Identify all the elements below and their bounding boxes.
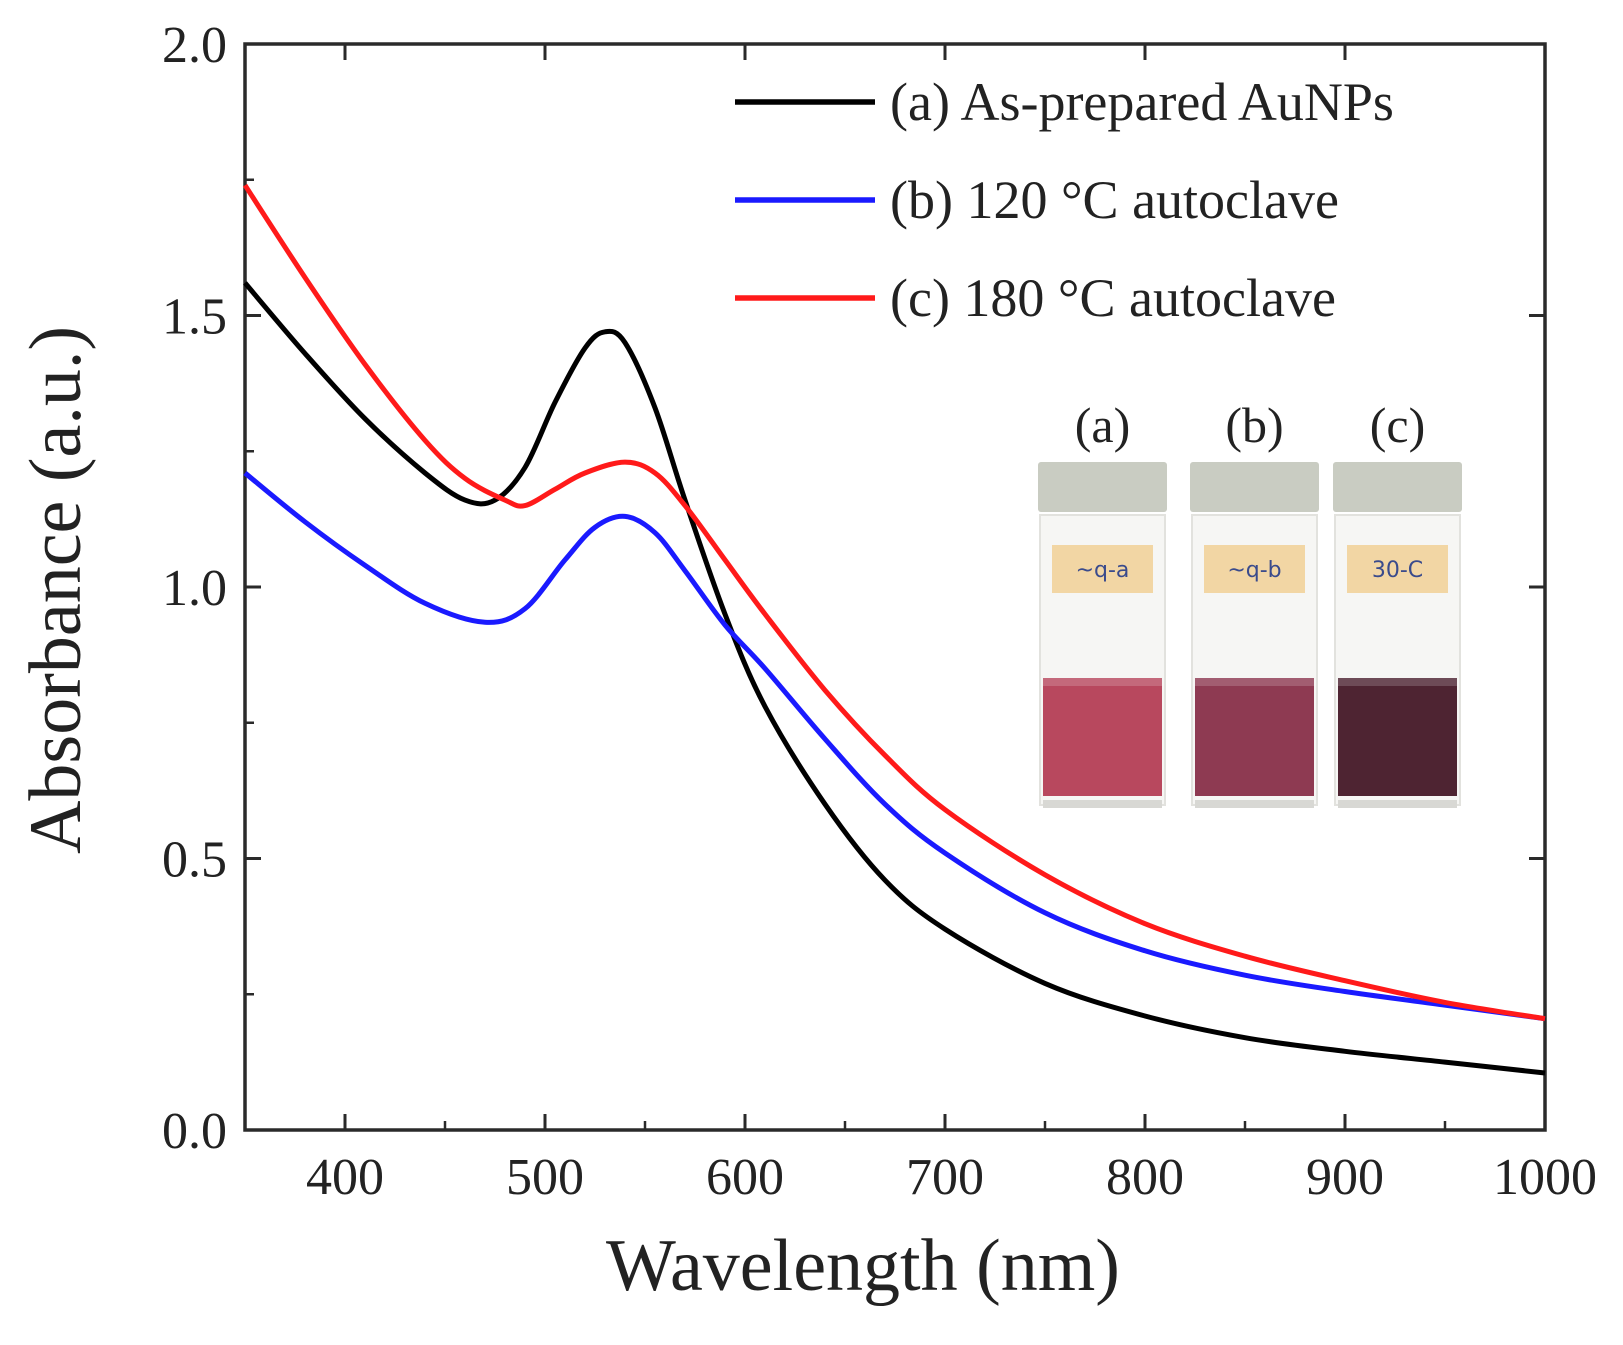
x-tick-label: 600 — [706, 1149, 784, 1206]
vial-base — [1043, 800, 1162, 808]
axis-labels-layer: Wavelength (nm) Absorbance (a.u.) — [15, 326, 1120, 1307]
vial-label-text: 30-C — [1372, 558, 1423, 583]
series-c-180c-line — [242, 183, 1546, 1022]
vial-meniscus — [1043, 678, 1162, 686]
vial-solution — [1195, 678, 1314, 796]
y-tick-label: 2.0 — [162, 17, 227, 74]
y-axis-title: Absorbance (a.u.) — [15, 326, 97, 854]
vial-paper-label — [1052, 545, 1153, 593]
y-tick-label: 0.0 — [162, 1103, 227, 1160]
vial-paper-label — [1347, 545, 1448, 593]
axes-layer: 400 500 600 700 800 900 1000 0.0 0.5 1.0 1.5 2.0 — [162, 17, 1597, 1206]
vial-cap — [1038, 462, 1167, 512]
vial-meniscus — [1195, 678, 1314, 686]
x-tick-label: 500 — [506, 1149, 584, 1206]
inset-label-b: (b) — [1225, 397, 1283, 453]
x-tick-label: 400 — [306, 1149, 384, 1206]
inset-label-a: (a) — [1075, 397, 1131, 453]
legend: (a) As-prepared AuNPs (b) 120 °C autoclav… — [735, 72, 1394, 328]
vial-cap — [1190, 462, 1319, 512]
vial-solution — [1043, 678, 1162, 796]
vial-c: 30-C — [1333, 462, 1462, 808]
y-tick-label: 0.5 — [162, 832, 227, 889]
vial-base — [1338, 800, 1457, 808]
vial-label-text: ~q-b — [1227, 558, 1281, 583]
inset-label-c: (c) — [1370, 397, 1426, 453]
y-tick-label: 1.5 — [162, 289, 227, 346]
vial-a: ~q-a — [1038, 462, 1167, 808]
vial-solution — [1338, 678, 1457, 796]
x-axis-title: Wavelength (nm) — [606, 1225, 1120, 1307]
y-tick-label: 1.0 — [162, 560, 227, 617]
vial-meniscus — [1338, 678, 1457, 686]
legend-label-series-a-as-prepared: (a) As-prepared AuNPs — [890, 72, 1394, 132]
legend-label-series-b-120c: (b) 120 °C autoclave — [890, 170, 1339, 230]
x-tick-label: 800 — [1106, 1149, 1184, 1206]
vial-b: ~q-b — [1190, 462, 1319, 808]
x-tick-label: 900 — [1306, 1149, 1384, 1206]
vial-base — [1195, 800, 1314, 808]
vial-paper-label — [1204, 545, 1305, 593]
legend-label-series-c-180c: (c) 180 °C autoclave — [890, 268, 1336, 328]
series-b-120c-line — [243, 471, 1546, 1022]
x-tick-label: 1000 — [1493, 1149, 1597, 1206]
vial-label-text: ~q-a — [1076, 558, 1130, 583]
series-a-as-prepared-line — [243, 281, 1546, 1076]
vial-cap — [1333, 462, 1462, 512]
x-tick-label: 700 — [906, 1149, 984, 1206]
inset-vials-photo: (a) ~q-a (b) ~q-b (c) 30-C — [1038, 397, 1462, 808]
series-layer — [242, 183, 1546, 1076]
